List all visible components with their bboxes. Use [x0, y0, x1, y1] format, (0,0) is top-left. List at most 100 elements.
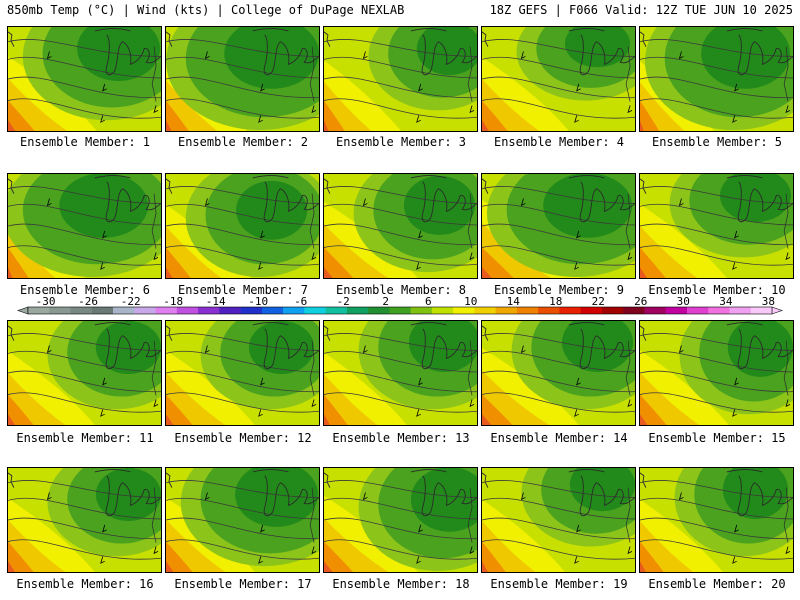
wind-barb [46, 51, 52, 60]
colorbar-swatch [304, 307, 326, 314]
hot-region [324, 561, 333, 572]
height-contour [640, 56, 793, 79]
height-contour [482, 480, 635, 498]
state-border [309, 487, 315, 543]
height-contour [166, 392, 319, 413]
wind-barb [732, 115, 737, 123]
height-contour [8, 203, 161, 226]
ensemble-panel-14 [481, 320, 636, 426]
hot-region [8, 561, 15, 572]
height-contour [166, 517, 319, 540]
height-contour [482, 517, 635, 540]
height-contour [482, 392, 635, 413]
ensemble-panel-16 [7, 467, 162, 573]
ensemble-panel-9 [481, 173, 636, 279]
lake-superior-outline [726, 28, 763, 32]
height-contour [166, 480, 319, 498]
ensemble-panel-11 [7, 320, 162, 426]
great-lakes-outline [421, 181, 477, 223]
state-border [309, 340, 315, 396]
state-border [151, 193, 157, 249]
great-lakes-outline [105, 328, 161, 370]
height-contour [482, 76, 635, 99]
wind-barb [678, 51, 684, 60]
height-contour [166, 223, 319, 246]
height-contour [8, 223, 161, 246]
wind-barb [100, 262, 105, 270]
wind-barb [311, 252, 317, 261]
colorbar-tick-label: -18 [163, 297, 183, 308]
ensemble-member-label: Ensemble Member: 19 [490, 577, 628, 591]
great-lakes-outline [737, 34, 793, 76]
wind-barb [734, 377, 739, 386]
height-contour [640, 223, 793, 246]
wind-barb [204, 492, 210, 501]
great-lakes-outline [263, 475, 319, 517]
wind-barb [785, 546, 791, 555]
temperature-map [8, 27, 161, 131]
colorbar-tick-label: 2 [382, 297, 389, 308]
great-lakes-outline [421, 328, 477, 370]
coldest-region [719, 174, 792, 223]
wind-barb [311, 105, 317, 114]
wind-barb [678, 345, 684, 354]
temperature-map [166, 321, 319, 425]
colorbar-tick-label: -26 [78, 297, 98, 308]
ensemble-member-label: Ensemble Member: 2 [177, 135, 309, 149]
colorbar-swatch [325, 307, 348, 314]
coldest-region [416, 27, 477, 76]
ensemble-panel-3 [323, 26, 478, 132]
wind-barb [520, 492, 526, 501]
state-border [309, 193, 315, 249]
wind-barb [418, 524, 423, 533]
wind-barb [362, 51, 368, 60]
wind-barb [576, 524, 581, 533]
coastline [8, 472, 15, 488]
colorbar-swatch [91, 307, 114, 314]
wind-barb [574, 556, 579, 564]
colorbar-swatch [601, 307, 624, 314]
colorbar-tick-label: -10 [248, 297, 268, 308]
colorbar-swatch [516, 307, 539, 314]
temperature-map [324, 468, 477, 572]
ensemble-member-label: Ensemble Member: 13 [332, 431, 470, 445]
colorbar-swatch [708, 307, 730, 314]
wind-barb [260, 524, 265, 533]
height-contour [640, 203, 793, 226]
wind-barb [362, 345, 368, 354]
hot-region [482, 394, 513, 425]
height-contour [640, 245, 793, 266]
colorbar-swatch [686, 307, 709, 314]
ensemble-panel-2 [165, 26, 320, 132]
ensemble-panel-6 [7, 173, 162, 279]
colorbar-swatch [474, 307, 496, 314]
great-lakes-outline [263, 181, 319, 223]
state-border [783, 487, 789, 543]
height-contour [324, 350, 477, 373]
great-lakes-outline [737, 475, 793, 517]
ensemble-panel-7 [165, 173, 320, 279]
wind-barb [627, 252, 633, 261]
height-contour [166, 333, 319, 351]
height-contour [482, 39, 635, 57]
colorbar-swatch [750, 307, 773, 314]
temperature-map [640, 468, 793, 572]
temperature-map [8, 321, 161, 425]
lake-superior-outline [94, 322, 131, 326]
wind-barb [362, 198, 368, 207]
lake-superior-outline [568, 175, 605, 179]
coastline [8, 31, 15, 47]
temperature-map [166, 27, 319, 131]
temperature-map [324, 174, 477, 278]
height-contour [324, 186, 477, 204]
wind-barb [520, 198, 526, 207]
height-contour [8, 370, 161, 393]
height-contour [324, 56, 477, 79]
ensemble-member-label: Ensemble Member: 1 [19, 135, 151, 149]
wind-barb [576, 83, 581, 92]
wind-barb [734, 524, 739, 533]
height-contour [640, 76, 793, 99]
ensemble-member-label: Ensemble Member: 10 [648, 283, 786, 297]
hot-region [166, 100, 189, 131]
hot-region [324, 247, 354, 278]
